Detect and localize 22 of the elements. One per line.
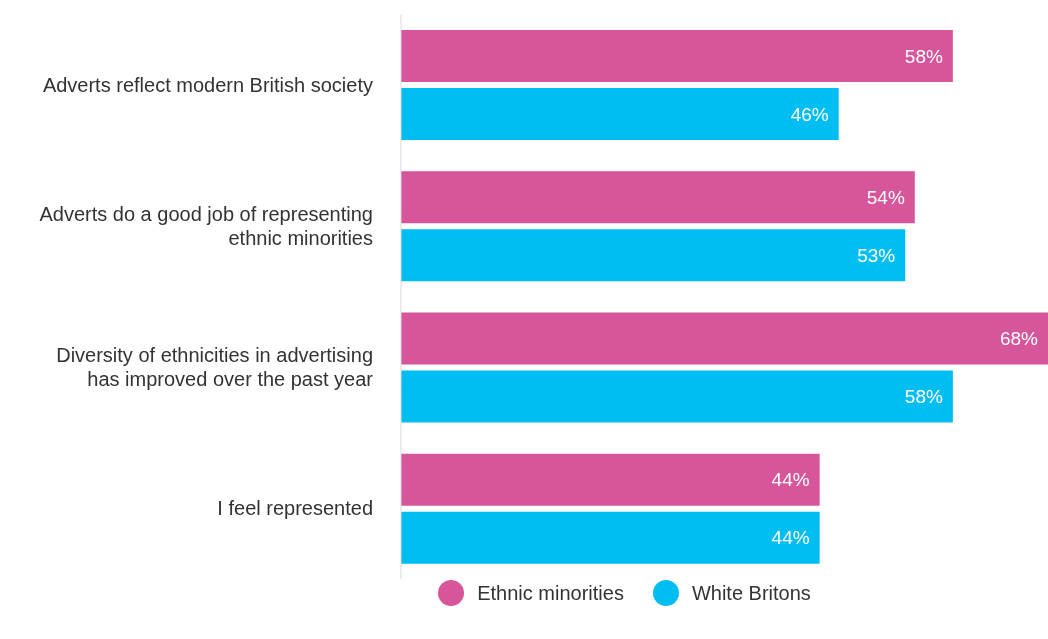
data-label: 44%: [771, 469, 810, 491]
bar: [401, 229, 906, 282]
y-tick-label: I feel represented: [217, 497, 373, 520]
legend-label: White Britons: [691, 581, 811, 605]
data-label: 53%: [857, 244, 896, 266]
data-label: 68%: [999, 328, 1039, 349]
bar: [401, 370, 953, 423]
y-tick-label: Adverts do a good job of representing ethnic minorities: [39, 202, 373, 249]
bar: [401, 30, 953, 82]
data-label: 46%: [790, 103, 829, 125]
data-label: 54%: [866, 186, 905, 208]
data-label: 58%: [904, 45, 943, 67]
y-tick-label: Diversity of ethnicities in advertising has improved over the past year: [56, 344, 374, 391]
bar: [401, 88, 839, 140]
y-tick-label: Adverts reflect modern British society: [42, 73, 373, 96]
bar: [401, 511, 820, 564]
data-label: 58%: [904, 386, 943, 407]
bar: [401, 312, 1048, 365]
bar: [401, 453, 820, 506]
legend-label: Ethnic minorities: [477, 581, 624, 605]
bar: [401, 171, 915, 224]
data-label: 44%: [771, 527, 810, 549]
